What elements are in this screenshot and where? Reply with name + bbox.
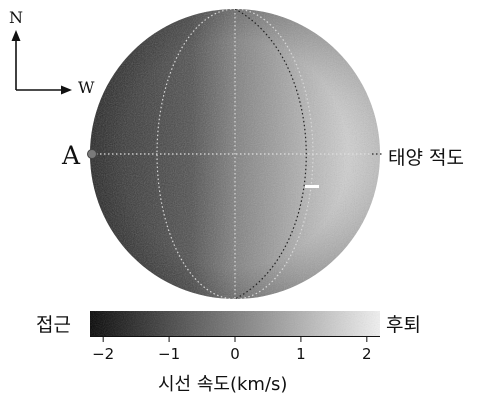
colorbar-tick-label: −2 (92, 345, 115, 363)
west-label: W (78, 78, 95, 97)
colorbar-axis-title: 시선 속도(km/s) (158, 374, 288, 395)
north-label: N (9, 8, 23, 27)
point-a-label: A (62, 141, 81, 170)
colorbar-tick-label: 0 (230, 345, 240, 363)
bright-spot (305, 185, 319, 188)
approach-label: 접근 (36, 314, 71, 336)
colorbar-ticks (102, 336, 368, 342)
point-a-marker (87, 149, 97, 159)
colorbar-tick-label: −1 (158, 345, 181, 363)
solar-equator-label: 태양 적도 (388, 147, 464, 169)
recede-label: 후퇴 (386, 314, 421, 336)
colorbar-tick-label: 1 (296, 345, 306, 363)
colorbar-tick-label: 2 (362, 345, 372, 363)
compass-arrows (11, 30, 72, 95)
